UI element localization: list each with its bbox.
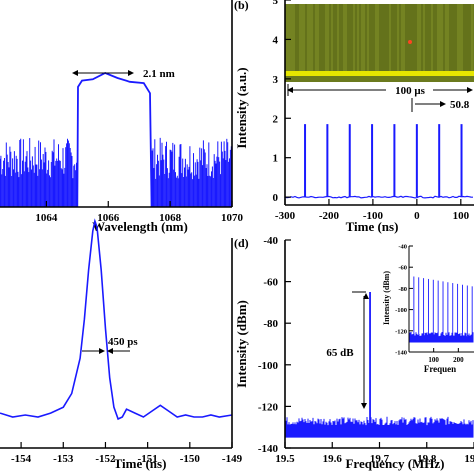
panel-b-label: (b): [234, 0, 249, 12]
panel-c-pulse-profile: -154 -153 -152 -151 -150 -149 450 ps Time (ns…: [0, 218, 243, 471]
panel-a-x-axis-label: Wavelength (nm): [92, 219, 188, 234]
panel-d-x-tick-label: 19.9: [464, 453, 474, 465]
panel-b-x-tick-label: -200: [319, 210, 340, 222]
panel-b-baseline: [284, 195, 474, 199]
panel-b-inset-bright-band: [285, 71, 474, 76]
panel-d-inset-y-tick-label: -140: [395, 350, 407, 357]
panel-d-inset-y-tick-label: -120: [395, 328, 407, 335]
panel-c-x-tick-label: -149: [222, 453, 243, 465]
panel-b-trace: [284, 124, 474, 199]
panel-d-inset-y-tick-label: -60: [398, 265, 407, 272]
panel-b-x-tick-label: 0: [414, 210, 420, 222]
panel-b-y-axis-label: Intensity (a.u.): [234, 67, 249, 148]
panel-d-inset-trace: [409, 276, 474, 343]
panel-b-period-label: 50.8: [450, 99, 470, 111]
panel-b-y-tick-label: 3: [273, 74, 279, 86]
panel-d-ticks: 19.5 19.6 19.7 19.8 19.9 -40 -60 -80 -100 -120 -14…: [258, 235, 474, 465]
panel-d-inset-y-tick-label: -40: [398, 244, 407, 251]
panel-a-trace: [0, 72, 232, 208]
panel-a-annotation-width: 2.1 nm: [72, 68, 175, 80]
panel-a-x-tick-label: 1068: [159, 212, 182, 224]
panel-d-inset-x-tick-label: 100: [428, 356, 439, 364]
panel-d-inset-y-axis-label: Intensity (dBm): [382, 271, 391, 325]
panel-a-spectrum: 1064 1066 1068 1070 2.1 nm Wavelength (nm): [0, 0, 244, 234]
panel-c-x-tick-label: -150: [180, 453, 201, 465]
panel-d-inset-y-tick-label: -100: [395, 307, 407, 314]
panel-c-fwhm-label: 450 ps: [108, 336, 138, 348]
panel-b-y-tick-label: 5: [273, 0, 279, 7]
panel-c-x-tick-label: -153: [53, 453, 74, 465]
panel-b-x-tick-label: -300: [275, 210, 296, 222]
panel-b-x-tick-label: 100: [453, 210, 470, 222]
panel-b-x-axis-label: Time (ns): [346, 219, 399, 234]
panel-d-x-tick-label: 19.8: [417, 453, 437, 465]
panel-a-x-tick-label: 1066: [97, 212, 120, 224]
panel-d-label: (d): [234, 236, 249, 250]
panel-d-x-axis-label: Frequency (MHz): [345, 456, 444, 471]
panel-d-y-tick-label: -60: [263, 277, 278, 289]
panel-d-y-tick-label: -80: [263, 318, 278, 330]
panel-d-inset-x-tick-label: 200: [453, 356, 464, 364]
panel-d-y-tick-label: -40: [263, 235, 278, 247]
panel-d-y-axis-label: Intensity (dBm): [234, 300, 249, 388]
panel-d-inset: 100200300-40-60-80-100-120-140 Intensity…: [382, 244, 474, 374]
panel-d-x-tick-label: 19.5: [275, 453, 295, 465]
panel-c-annotation-fwhm: 450 ps: [82, 336, 138, 354]
panel-d-y-tick-label: -100: [258, 360, 279, 372]
panel-c-x-tick-label: -152: [95, 453, 116, 465]
panel-c-x-tick-label: -154: [11, 453, 32, 465]
panel-a-x-tick-label: 1064: [35, 212, 58, 224]
panel-a-x-tick-label: 1070: [221, 212, 244, 224]
panel-b-x-tick-label: -100: [363, 210, 384, 222]
panel-d-y-tick-label: -120: [258, 401, 279, 413]
panel-d-trace: [285, 292, 474, 438]
panel-b-inset-stripes: [285, 4, 473, 71]
panel-d-snr-label: 65 dB: [326, 347, 354, 359]
panel-b-span-label: 100 μs: [395, 85, 425, 97]
panel-a-plateau-line: [76, 72, 153, 208]
panel-b-y-tick-label: 4: [273, 34, 279, 46]
panel-d-y-tick-label: -140: [258, 443, 279, 455]
panel-b-ticks: -300 -200 -100 0 100 0 1 2 3 4 5: [273, 0, 470, 222]
panel-b-y-tick-label: 1: [273, 153, 279, 165]
panel-c-x-axis-label: Time (ns): [114, 456, 167, 471]
panel-b-y-tick-label: 0: [273, 192, 279, 204]
panel-a-width-label: 2.1 nm: [143, 68, 175, 80]
panel-b-inset-dot: [408, 40, 412, 44]
panel-d-rf-spectrum: (d) 19.5 19.6 19.7 19.8 19.9 -40 -60 -80 -100 -12…: [234, 235, 474, 471]
panel-d-inset-x-axis-label: Frequen: [424, 364, 456, 374]
panel-b-pulse-train: (b) -300 -200 -100 0 100 0 1 2 3 4 5 100 μs 50.8 I…: [234, 0, 474, 234]
panel-d-inset-ticks: 100200300-40-60-80-100-120-140: [395, 244, 464, 365]
panel-d-x-tick-label: 19.6: [323, 453, 343, 465]
panel-b-annotation-period: 50.8: [411, 98, 470, 112]
panel-d-annotation-snr: 65 dB: [326, 291, 369, 409]
panel-b-annotation-span: 100 μs: [287, 84, 473, 97]
panel-b-y-tick-label: 2: [273, 113, 279, 125]
panel-a-x-ticks: 1064 1066 1068 1070: [35, 201, 244, 224]
panel-d-x-tick-label: 19.7: [370, 453, 390, 465]
panel-d-inset-y-tick-label: -80: [398, 286, 407, 293]
panel-c-x-tick-label: -151: [138, 453, 158, 465]
panel-c-x-ticks: -154 -153 -152 -151 -150 -149: [11, 442, 243, 465]
panel-c-trace: [0, 218, 233, 421]
